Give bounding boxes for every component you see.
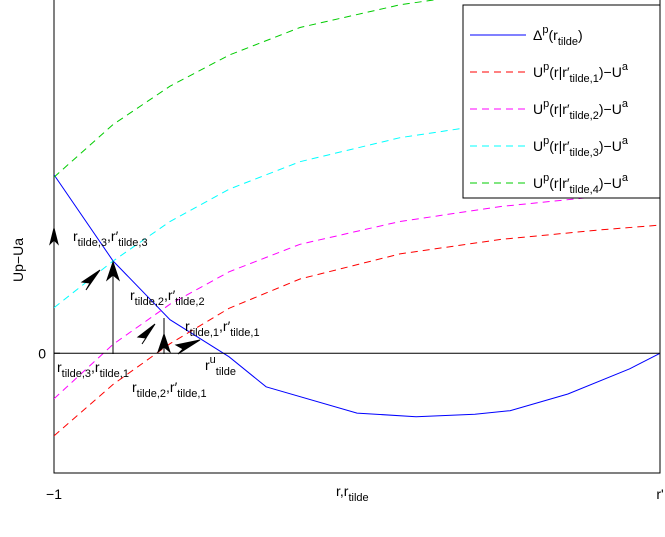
legend-label-part: tilde,3 <box>570 147 599 159</box>
annotation-part: tilde,3 <box>62 368 91 380</box>
annotation-part: ,r <box>91 359 100 375</box>
curves <box>54 0 660 437</box>
legend-label-part: tilde <box>558 36 578 48</box>
legend-label-part: Δ <box>533 27 542 43</box>
legend-label-part: (r|r′ <box>549 175 570 191</box>
annotation-part: tilde,2 <box>175 296 204 308</box>
annotation-part: u <box>210 354 216 366</box>
legend-label-part: tilde,4 <box>570 184 599 196</box>
x-axis-label-part: r,r <box>336 483 349 499</box>
annotation: rtilde,3,r′tilde,3 <box>73 228 148 249</box>
annotation: rtilde,3,rtilde,1 <box>57 359 129 380</box>
x-axis-label: r,rtilde <box>336 483 369 504</box>
annotation-part: r <box>57 359 62 375</box>
annotation-part: r <box>132 379 137 395</box>
legend-label-part: )−U <box>599 101 622 117</box>
legend-label-part: a <box>622 98 629 110</box>
legend-label-part: ) <box>578 27 583 43</box>
x-tick-label: r' <box>656 486 663 502</box>
annotation-part: tilde,2 <box>137 388 166 400</box>
x-tick-label: −1 <box>46 486 62 502</box>
legend-label-part: p <box>543 135 549 147</box>
annotation-part: r <box>73 228 78 244</box>
legend-label-part: )−U <box>599 175 622 191</box>
annotation-part: r <box>205 357 210 373</box>
annotation-part: tilde,1 <box>100 368 129 380</box>
legend-label-part: U <box>533 138 543 154</box>
legend-label-part: U <box>533 101 543 117</box>
arrows <box>49 227 201 355</box>
legend-label: Up(r|r′tilde,3)−Ua <box>533 135 629 159</box>
annotation-part: tilde,1 <box>190 327 219 339</box>
legend-label-part: a <box>622 135 629 147</box>
legend-label-part: (r|r′ <box>549 64 570 80</box>
legend-label-part: )−U <box>599 64 622 80</box>
legend-label-part: a <box>622 172 629 184</box>
annotation: rtilde,1,r′tilde,1 <box>185 318 260 339</box>
annotation: rtilde,2,r′tilde,2 <box>130 287 205 308</box>
legend-label: Up(r|r′tilde,2)−Ua <box>533 98 629 122</box>
legend-label-part: p <box>543 172 549 184</box>
annotation-part: tilde,3 <box>78 237 107 249</box>
legend-label-part: (r|r′ <box>549 101 570 117</box>
legend-label: Δp(rtilde) <box>533 24 583 48</box>
annotation-part: tilde,3 <box>118 237 147 249</box>
legend-label-part: p <box>543 61 549 73</box>
legend-label: Up(r|r′tilde,4)−Ua <box>533 172 629 196</box>
y-axis-label: Up−Ua <box>10 238 26 282</box>
annotation-part: tilde <box>216 366 236 378</box>
annotation: rtilde,2,r′tilde,1 <box>132 379 207 400</box>
series-line <box>54 192 660 400</box>
legend-label-part: tilde,2 <box>570 110 599 122</box>
series-line <box>54 224 660 437</box>
legend-label-part: U <box>533 175 543 191</box>
annotation-part: ,r′ <box>164 287 176 303</box>
annotation-part: ,r′ <box>166 379 178 395</box>
legend-label-part: )−U <box>599 138 622 154</box>
annotation-part: tilde,1 <box>230 327 259 339</box>
legend-label-part: (r <box>548 27 558 43</box>
legend-box <box>462 4 661 199</box>
annotation-part: r <box>185 318 190 334</box>
legend-label-part: (r|r′ <box>549 138 570 154</box>
y-tick-label: 0 <box>38 345 46 361</box>
series-line <box>54 0 437 178</box>
annotation-part: r <box>130 287 135 303</box>
annotation-part: ,r′ <box>219 318 231 334</box>
legend-label-part: U <box>533 64 543 80</box>
legend-label: Up(r|r′tilde,1)−Ua <box>533 61 629 85</box>
annotation-part: tilde,1 <box>177 388 206 400</box>
annotation-part: ,r′ <box>107 228 119 244</box>
legend-label-part: tilde,1 <box>570 73 599 85</box>
legend-label-part: p <box>543 98 549 110</box>
series-line <box>54 174 660 418</box>
x-axis-label-part: tilde <box>348 492 368 504</box>
legend-label-part: a <box>622 61 629 73</box>
legend-label-part: p <box>542 24 548 36</box>
annotation-part: tilde,2 <box>135 296 164 308</box>
annotation: rutilde <box>205 354 236 378</box>
